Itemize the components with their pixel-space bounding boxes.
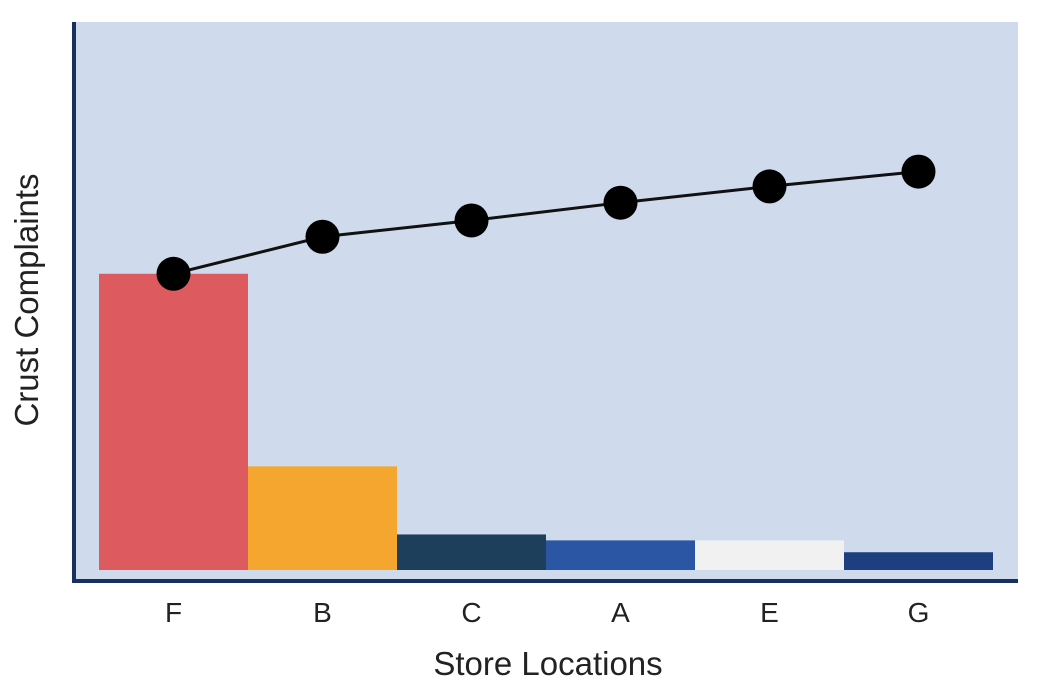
bar-e (695, 540, 844, 570)
bar-g (844, 552, 993, 570)
cumulative-point-f (156, 256, 191, 291)
cumulative-line (173, 170, 919, 276)
x-tick-f: F (165, 597, 182, 628)
cumulative-point-c (454, 203, 489, 238)
x-tick-a: A (611, 597, 630, 628)
bar-c (397, 534, 546, 570)
x-axis-title: Store Locations (433, 645, 662, 682)
bar-a (546, 540, 695, 570)
bar-f (99, 273, 248, 570)
bar-group (99, 273, 993, 570)
x-tick-b: B (313, 597, 332, 628)
cumulative-point-a (603, 185, 638, 220)
x-tick-c: C (461, 597, 481, 628)
bar-b (248, 466, 397, 570)
y-axis-title: Crust Complaints (8, 173, 45, 426)
x-tick-g: G (908, 597, 930, 628)
cumulative-point-e (752, 169, 787, 204)
cumulative-line-group (156, 154, 936, 291)
x-tick-e: E (760, 597, 779, 628)
cumulative-point-g (901, 154, 936, 189)
cumulative-point-b (305, 219, 340, 254)
